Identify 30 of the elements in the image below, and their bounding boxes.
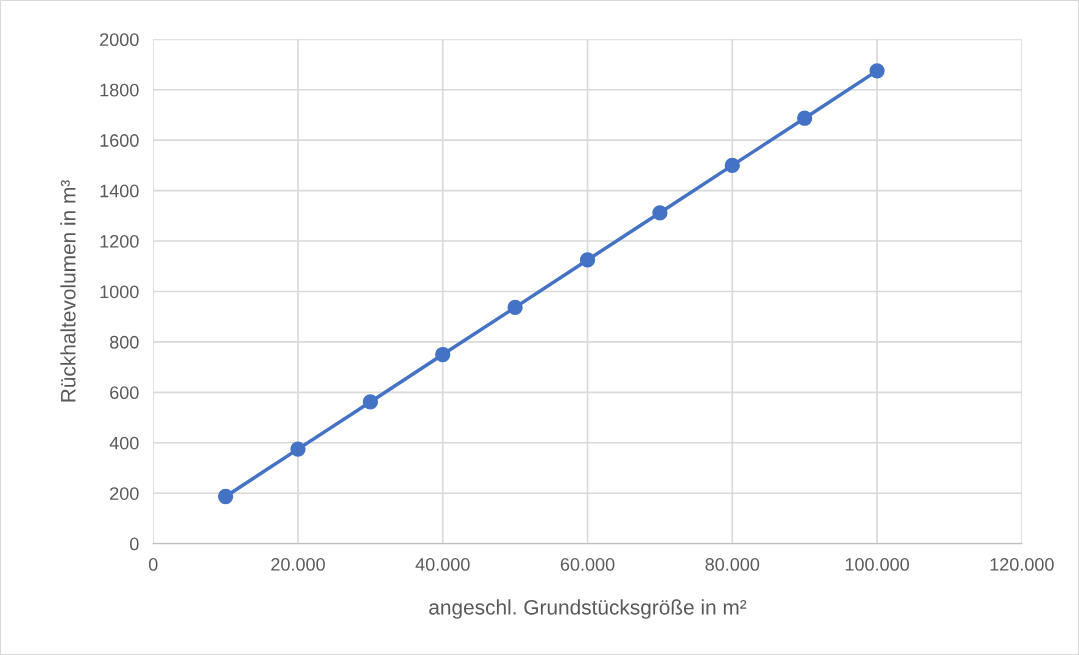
x-tick-label: 120.000 xyxy=(990,558,1054,571)
y-tick-label: 400 xyxy=(109,436,139,450)
x-axis-title: angeschl. Grundstücksgröße in m² xyxy=(429,599,747,619)
x-tick-label: 80.000 xyxy=(705,558,760,571)
point xyxy=(217,488,234,505)
y-tick-label: 2000 xyxy=(100,33,139,47)
y-tick-label: 1200 xyxy=(100,234,139,248)
y-tick-label: 800 xyxy=(109,335,139,349)
point xyxy=(362,394,379,410)
x-tick-label: 100.000 xyxy=(845,558,909,571)
point xyxy=(797,110,813,126)
point xyxy=(869,63,885,79)
point xyxy=(507,299,523,316)
point xyxy=(652,205,668,221)
y-tick-label: 1600 xyxy=(100,134,139,147)
y-axis-title: Rückhaltevolumen in m³ xyxy=(60,180,76,402)
y-tick-label: 1800 xyxy=(100,83,139,97)
point xyxy=(724,157,740,174)
x-tick-label: 20.000 xyxy=(271,558,325,571)
y-tick-label: 1400 xyxy=(100,184,139,198)
y-tick-label: 1000 xyxy=(100,285,139,299)
y-tick-label: 600 xyxy=(110,386,139,400)
point xyxy=(290,441,306,457)
x-tick-label: 0 xyxy=(148,558,158,571)
point xyxy=(579,252,596,268)
y-tick-label: 0 xyxy=(129,537,139,551)
x-tick-label: 40.000 xyxy=(415,558,470,571)
point xyxy=(435,346,451,363)
x-tick-label: 60.000 xyxy=(560,558,615,571)
y-tick-label: 200 xyxy=(110,487,139,500)
